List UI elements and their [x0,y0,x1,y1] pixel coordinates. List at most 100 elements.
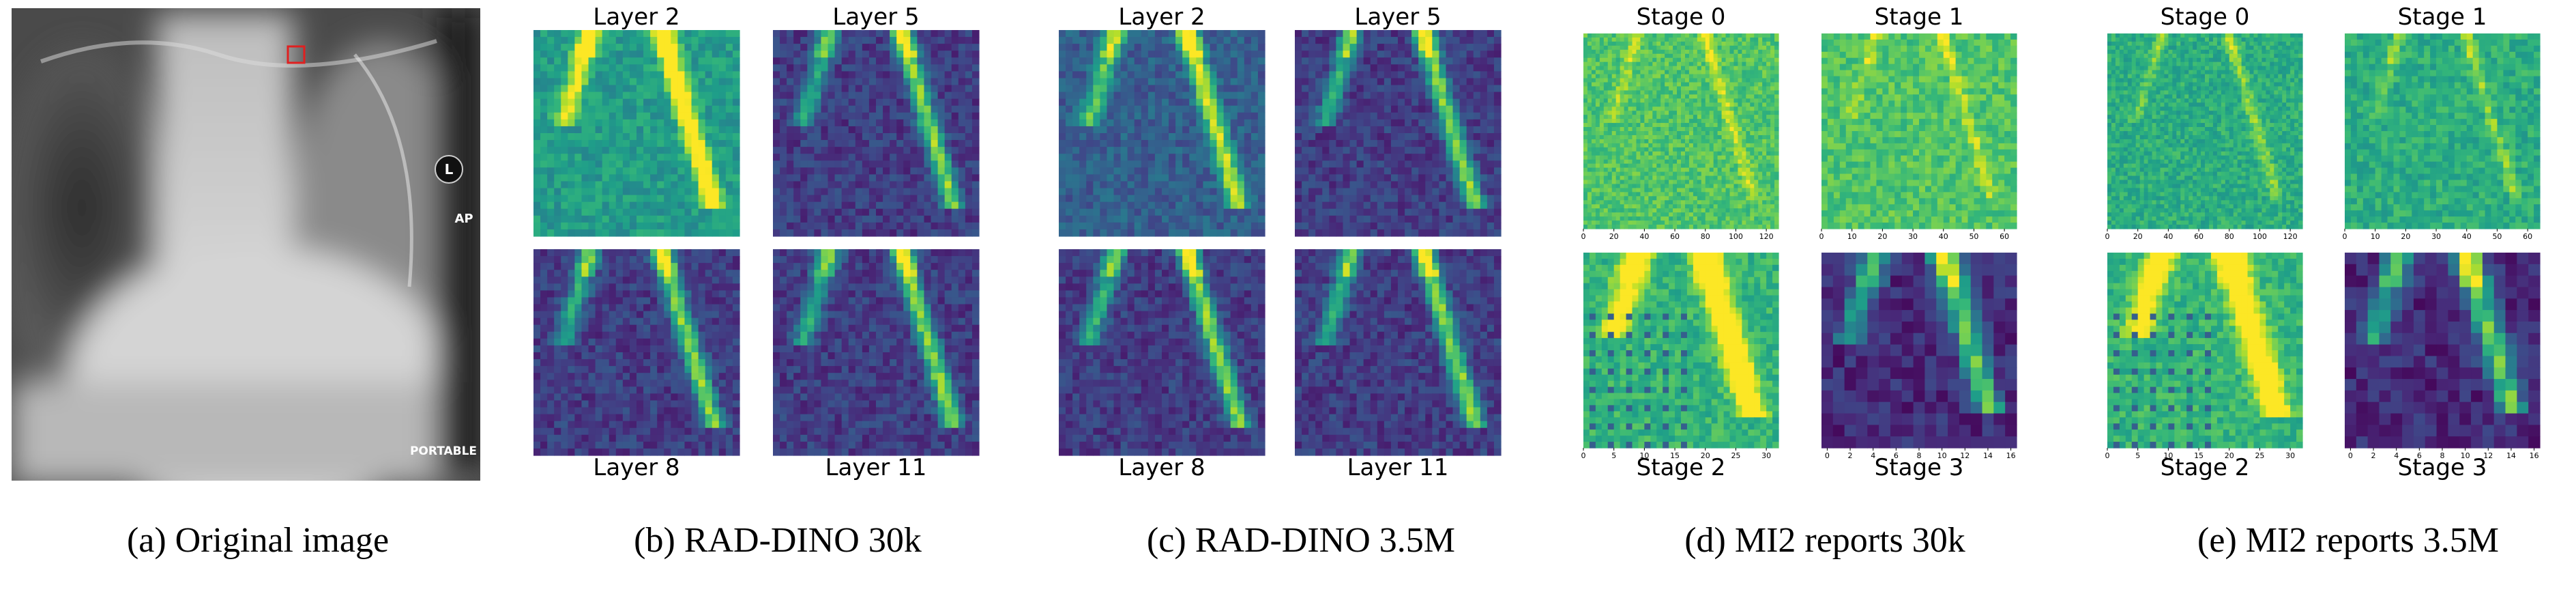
heatmap-cell [705,64,713,72]
heatmap-cell [787,201,794,210]
heatmap-cell [547,359,555,367]
heatmap-cell [848,277,856,284]
heatmap-cell [602,147,610,154]
heatmap-cell [1072,174,1080,182]
heatmap-cell [896,105,904,113]
heatmap-cell [1405,30,1412,38]
heatmap-cell [1384,37,1392,44]
heatmap-cell [1196,85,1203,93]
heatmap-cell [732,222,740,230]
heatmap-cell [1107,37,1115,44]
heatmap-cell [807,297,815,305]
heatmap-cell [910,338,918,346]
heatmap-cell [677,338,686,346]
heatmap-cell [910,427,918,436]
heatmap-cell [574,380,583,387]
heatmap-cell [1066,98,1073,107]
heatmap-cell [1432,44,1439,51]
heatmap-cell [1113,126,1122,134]
heatmap-cell [965,154,973,161]
heatmap-cell [800,174,808,182]
heatmap-cell [828,317,836,326]
heatmap-cell [848,57,856,65]
heatmap-cell [705,195,713,203]
heatmap-cell [1100,64,1108,72]
heatmap-cell [917,78,925,86]
heatmap-cell [540,249,548,257]
heatmap-cell [1154,147,1162,154]
heatmap-cell [876,78,883,86]
heatmap-cell [629,64,637,72]
heatmap-cell [1196,105,1203,113]
heatmap-cell [855,277,863,284]
heatmap-cell [705,112,713,120]
heatmap-cell [1432,64,1439,72]
heatmap-cell [1196,98,1203,107]
heatmap-cell [890,201,897,210]
heatmap-cell [903,317,911,326]
heatmap-cell [903,324,911,332]
heatmap-cell [937,434,946,442]
heatmap-cell [1418,30,1426,38]
heatmap-cell [1349,85,1358,93]
heatmap-cell [657,30,664,38]
heatmap-cell [657,215,664,223]
heatmap-cell [622,359,630,367]
heatmap-cell [787,78,794,86]
heatmap-cell [622,98,630,107]
heatmap-cell [903,345,911,353]
heatmap-cell [1107,222,1115,230]
heatmap-cell [896,147,904,154]
heatmap-cell [732,133,740,141]
heatmap-cell [1107,160,1115,168]
heatmap-cell [698,263,706,270]
heatmap-cell [1059,195,1066,203]
heatmap-cell [903,57,911,65]
heatmap-cell [1127,133,1135,141]
heatmap-cell [664,174,671,182]
heatmap-cell [574,44,583,51]
heatmap-cell [1425,71,1433,79]
heatmap-cell [896,283,904,291]
heatmap-cell [615,51,624,58]
heatmap-cell [883,421,890,429]
heatmap-cell [780,71,787,79]
heatmap-cell [1113,112,1122,120]
heatmap-cell [944,324,952,332]
heatmap-cell [1120,167,1128,175]
heatmap-cell [841,215,849,223]
heatmap-cell [828,359,836,367]
heatmap-cell [828,263,836,270]
heatmap-cell [595,85,603,93]
heatmap-cell [698,71,706,79]
heatmap-cell [1175,119,1183,127]
heatmap-cell [958,427,966,436]
heatmap-cell [862,366,870,373]
heatmap-cell [732,427,740,436]
heatmap-cell [917,126,925,134]
heatmap-cell [595,304,603,312]
heatmap-cell [917,338,925,346]
heatmap-cell [691,154,699,161]
heatmap-cell [1147,126,1156,134]
heatmap-cell [883,373,890,380]
heatmap-cell [1493,57,1502,65]
heatmap-cell [547,421,555,429]
heatmap-cell [547,85,555,93]
heatmap-cell [780,57,787,65]
heatmap-cell [883,434,890,442]
heatmap-cell [951,167,959,175]
heatmap-cell [1250,98,1259,107]
heatmap-cell [848,160,856,168]
heatmap-cell [636,229,644,237]
heatmap-cell [1322,78,1330,86]
heatmap-cell [1127,195,1135,203]
heatmap-cell [965,112,973,120]
heatmap-cell [671,91,678,100]
heatmap-cell [602,256,610,264]
heatmap-cell [890,345,897,353]
heatmap-cell [896,297,904,305]
heatmap-cell [1066,44,1073,51]
heatmap-cell [1141,229,1149,237]
heatmap-cell [848,181,856,189]
